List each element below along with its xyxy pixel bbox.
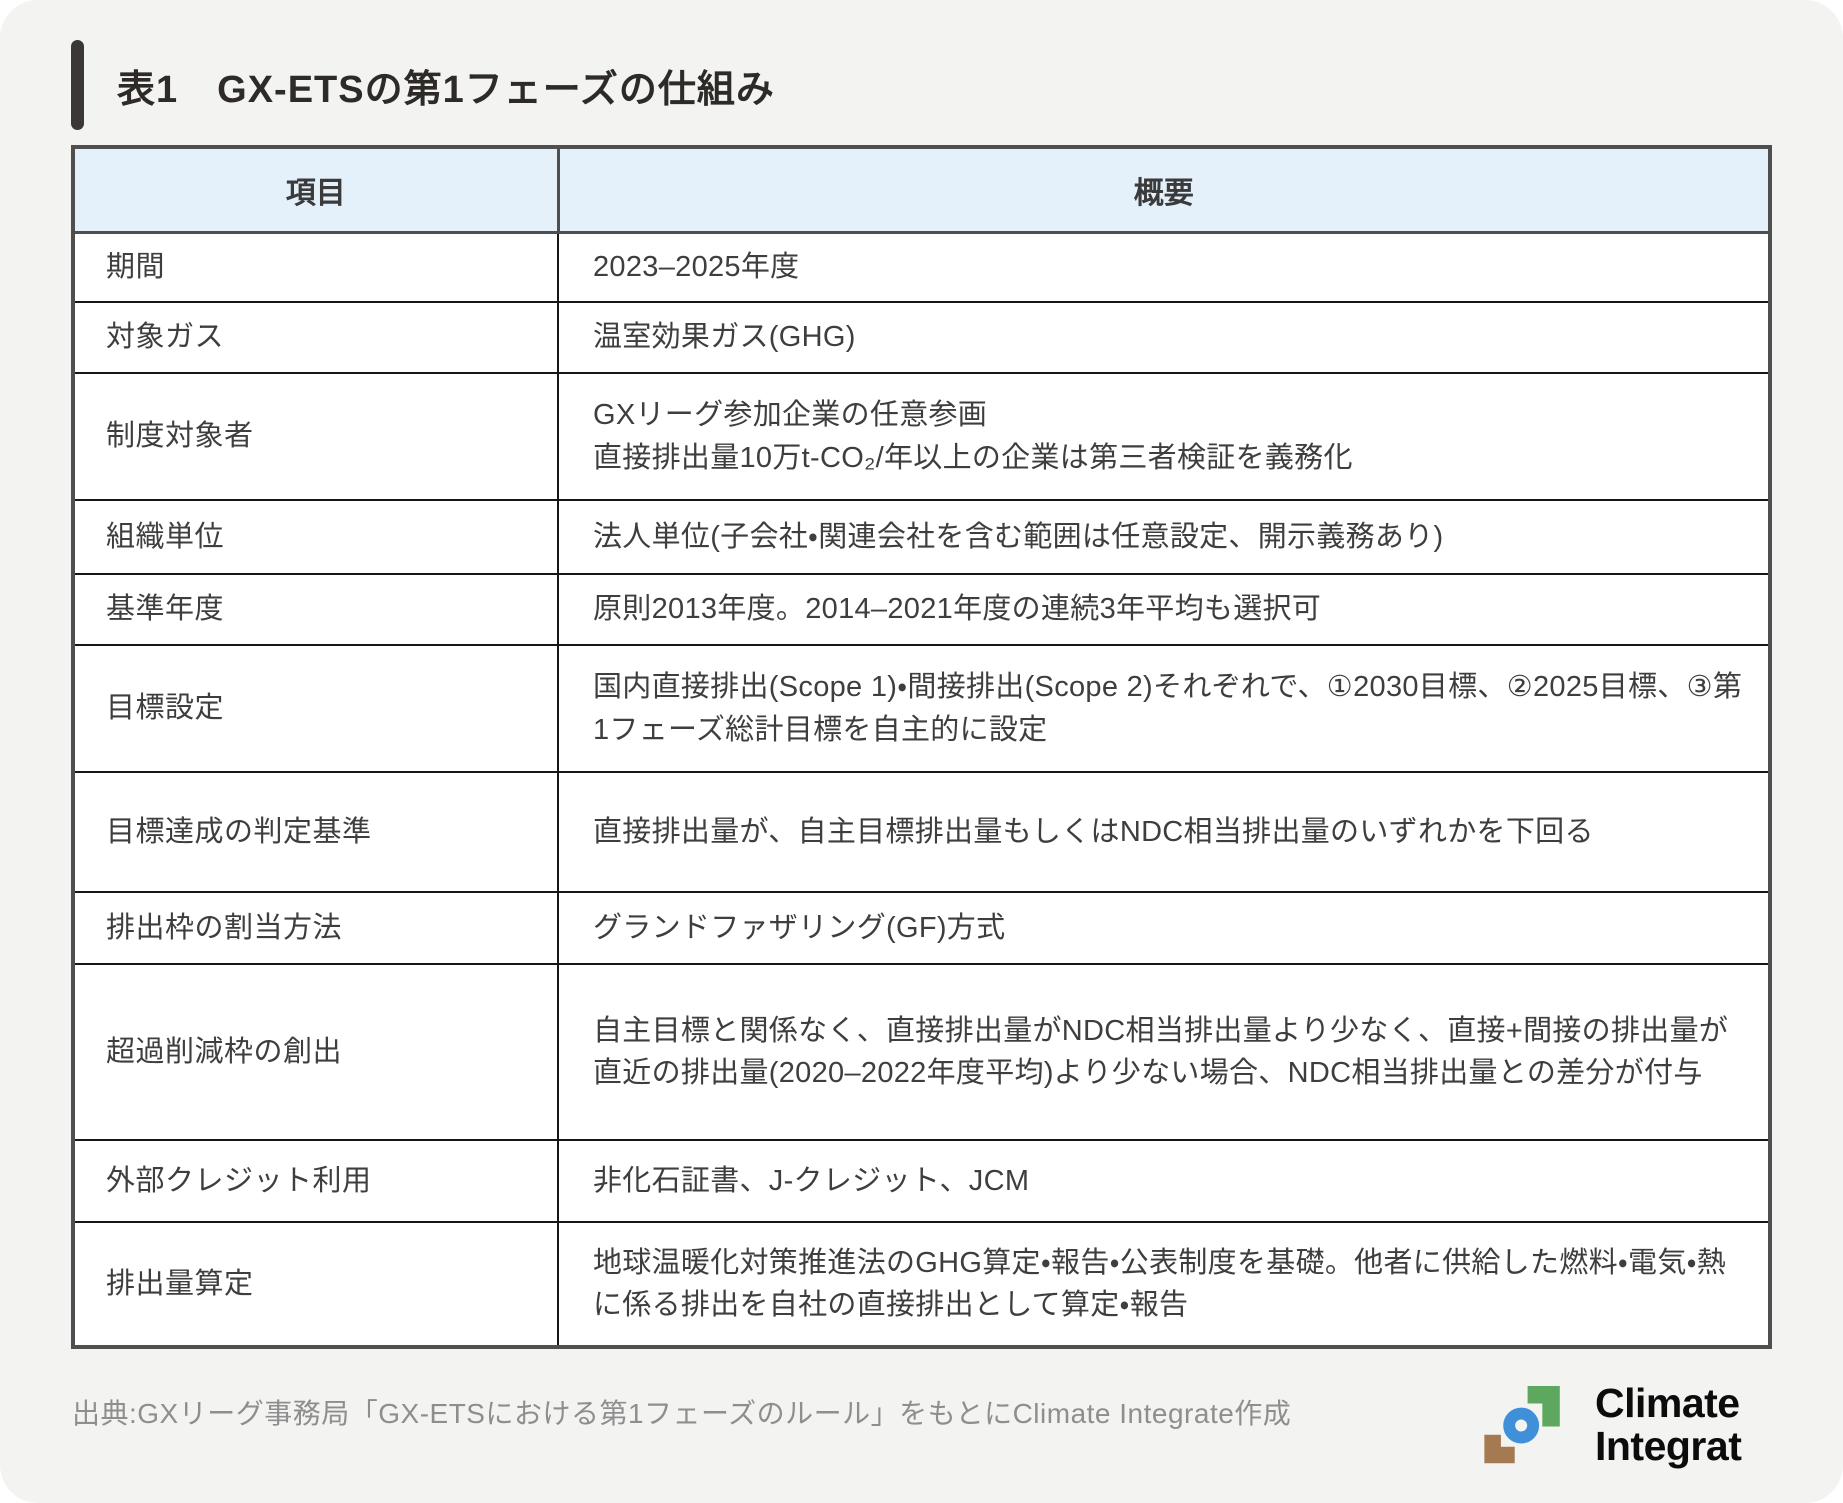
- table-row: 期間 2023–2025年度: [72, 231, 1771, 303]
- title-block: 表1 GX-ETSの第1フェーズの仕組み: [71, 40, 775, 130]
- gx-ets-phase1-table: 項目 概要 期間 2023–2025年度 対象ガス 温室効果ガス(GHG) 制度…: [71, 145, 1772, 1349]
- item-description: グランドファザリング(GF)方式: [557, 891, 1771, 965]
- table-row: 制度対象者 GXリーグ参加企業の任意参画 直接排出量10万t-CO₂/年以上の企…: [72, 372, 1771, 501]
- item-description: 2023–2025年度: [557, 231, 1771, 303]
- item-label: 期間: [72, 231, 559, 303]
- item-description: GXリーグ参加企業の任意参画 直接排出量10万t-CO₂/年以上の企業は第三者検…: [557, 372, 1771, 501]
- table-row: 目標設定 国内直接排出(Scope 1)・間接排出(Scope 2)それぞれで、…: [72, 644, 1771, 773]
- item-label: 目標達成の判定基準: [72, 771, 559, 893]
- item-label: 目標設定: [72, 644, 559, 773]
- table-row: 排出量算定 地球温暖化対策推進法のGHG算定・報告・公表制度を基礎。他者に供給し…: [72, 1221, 1771, 1348]
- item-label: 排出枠の割当方法: [72, 891, 559, 965]
- item-label: 制度対象者: [72, 372, 559, 501]
- table-row: 外部クレジット利用 非化石証書、J-クレジット、JCM: [72, 1139, 1771, 1223]
- table-header-row: 項目 概要: [71, 145, 1772, 234]
- item-description: 国内直接排出(Scope 1)・間接排出(Scope 2)それぞれで、①2030…: [557, 644, 1771, 773]
- table-row: 対象ガス 温室効果ガス(GHG): [72, 301, 1771, 374]
- item-description: 直接排出量が、自主目標排出量もしくはNDC相当排出量のいずれかを下回る: [557, 771, 1771, 893]
- header-overview: 概要: [556, 145, 1772, 234]
- item-label: 組織単位: [72, 499, 559, 575]
- item-description: 法人単位(子会社・関連会社を含む範囲は任意設定、開示義務あり): [557, 499, 1771, 575]
- item-label: 対象ガス: [72, 301, 559, 374]
- item-description: 非化石証書、J-クレジット、JCM: [557, 1139, 1771, 1223]
- logo-wordmark-line2: Integrat: [1595, 1423, 1742, 1470]
- climate-integrate-logo: Climate Integrat: [1477, 1380, 1742, 1476]
- item-label: 超過削減枠の創出: [72, 963, 559, 1141]
- logo-wordmark-line1: Climate: [1595, 1380, 1740, 1426]
- logo-wordmark: Climate Integrat: [1595, 1380, 1742, 1470]
- logo-brown-corner-icon: [1484, 1434, 1515, 1464]
- item-label: 排出量算定: [72, 1221, 559, 1348]
- climate-integrate-logo-icon: [1477, 1381, 1569, 1476]
- table-row: 超過削減枠の創出 自主目標と関係なく、直接排出量がNDC相当排出量より少なく、直…: [72, 963, 1771, 1141]
- header-item: 項目: [71, 145, 560, 234]
- item-label: 外部クレジット利用: [72, 1139, 559, 1223]
- item-description: 温室効果ガス(GHG): [557, 301, 1771, 374]
- table-row: 目標達成の判定基準 直接排出量が、自主目標排出量もしくはNDC相当排出量のいずれ…: [72, 771, 1771, 893]
- item-label: 基準年度: [72, 573, 559, 646]
- table-row: 組織単位 法人単位(子会社・関連会社を含む範囲は任意設定、開示義務あり): [72, 499, 1771, 575]
- table-row: 排出枠の割当方法 グランドファザリング(GF)方式: [72, 891, 1771, 965]
- item-description: 自主目標と関係なく、直接排出量がNDC相当排出量より少なく、直接+間接の排出量が…: [557, 963, 1771, 1141]
- page-title: 表1 GX-ETSの第1フェーズの仕組み: [117, 68, 775, 111]
- item-description: 地球温暖化対策推進法のGHG算定・報告・公表制度を基礎。他者に供給した燃料・電気…: [557, 1221, 1771, 1348]
- title-accent-bar: [71, 40, 84, 130]
- logo-blue-ring-icon: [1503, 1407, 1540, 1444]
- table-row: 基準年度 原則2013年度。2014–2021年度の連続3年平均も選択可: [72, 573, 1771, 646]
- item-description: 原則2013年度。2014–2021年度の連続3年平均も選択可: [557, 573, 1771, 646]
- source-note: 出典:GXリーグ事務局「GX-ETSにおける第1フェーズのルール」をもとにCli…: [72, 1398, 1292, 1429]
- logo-green-corner-icon: [1527, 1385, 1560, 1427]
